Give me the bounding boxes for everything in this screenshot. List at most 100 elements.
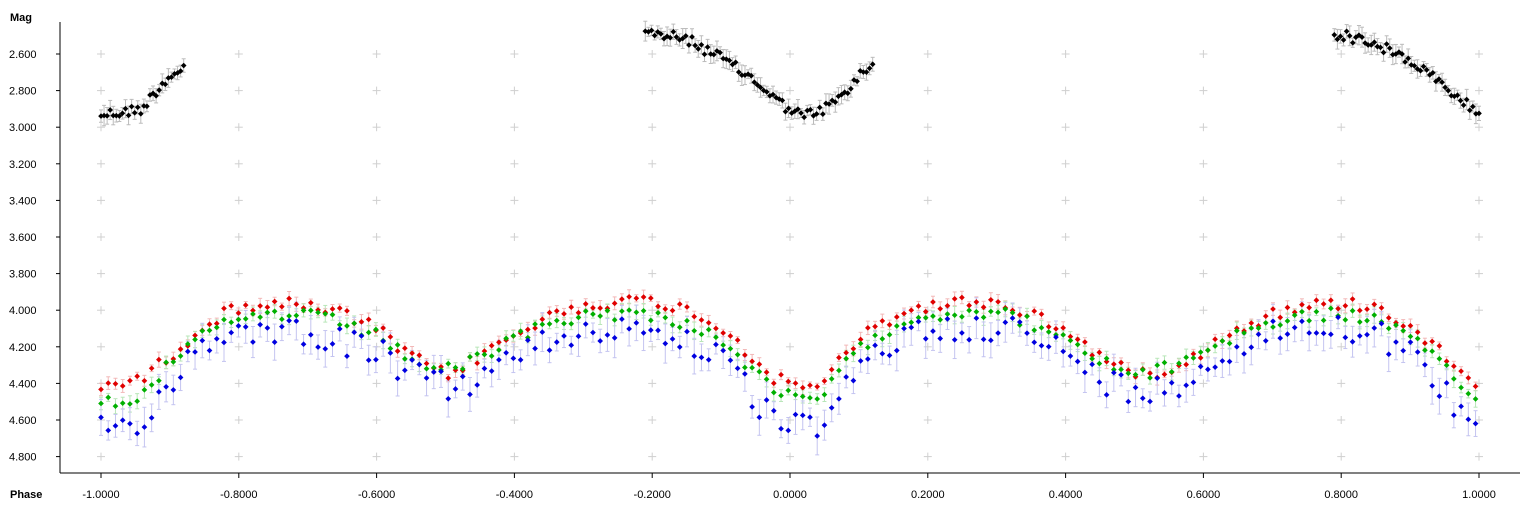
- data-point-blue: [669, 336, 676, 342]
- data-point-red: [213, 320, 220, 327]
- data-point-blue: [134, 430, 141, 437]
- data-point-black: [1399, 51, 1405, 57]
- data-point-green: [1306, 317, 1312, 324]
- data-point-red: [742, 352, 748, 358]
- data-point-green: [937, 316, 944, 323]
- data-point-blue: [1277, 335, 1284, 341]
- data-point-blue: [1393, 339, 1399, 345]
- data-point-green: [394, 342, 401, 348]
- data-point-black: [848, 85, 854, 92]
- data-point-green: [235, 316, 242, 323]
- data-point-green: [1328, 305, 1334, 312]
- data-point-green: [749, 364, 755, 371]
- data-point-black: [1377, 44, 1384, 51]
- data-point-blue: [1291, 324, 1298, 331]
- data-point-green: [329, 311, 336, 318]
- data-point-blue: [1342, 334, 1349, 341]
- data-point-black: [648, 27, 655, 34]
- data-point-blue: [315, 344, 321, 350]
- data-point-blue: [647, 327, 654, 333]
- y-tick-label: 3.600: [9, 232, 37, 244]
- data-point-green: [857, 340, 864, 347]
- data-point-green: [257, 314, 263, 320]
- data-point-blue: [1154, 375, 1161, 382]
- data-point-green: [184, 341, 191, 347]
- data-point-green: [127, 401, 133, 407]
- data-point-green: [1364, 317, 1370, 324]
- data-point-red: [307, 299, 314, 306]
- data-point-red: [1349, 296, 1356, 302]
- data-point-green: [1342, 316, 1349, 323]
- data-point-red: [1422, 340, 1428, 346]
- data-point-blue: [1176, 393, 1182, 399]
- data-point-black: [122, 105, 129, 112]
- data-point-red: [915, 303, 922, 309]
- data-point-green: [344, 323, 350, 329]
- data-point-red: [684, 304, 690, 310]
- data-point-blue: [1443, 380, 1450, 386]
- data-point-green: [575, 314, 582, 321]
- x-tick-label: -0.4000: [496, 489, 533, 501]
- y-tick-label: 4.400: [9, 378, 37, 390]
- data-point-black: [863, 69, 870, 75]
- data-point-blue: [344, 353, 350, 360]
- data-point-black: [1334, 36, 1341, 43]
- data-point-red: [713, 325, 719, 332]
- data-point-green: [647, 317, 654, 324]
- data-point-blue: [553, 339, 560, 345]
- data-point-red: [1306, 304, 1312, 311]
- data-point-red: [228, 302, 235, 309]
- data-point-black: [1337, 33, 1344, 40]
- data-point-blue: [640, 330, 647, 336]
- data-point-red: [1299, 301, 1305, 308]
- data-point-red: [575, 309, 582, 316]
- data-point-green: [445, 360, 452, 367]
- data-point-blue: [351, 329, 358, 336]
- data-point-black: [177, 68, 184, 74]
- data-point-red: [1190, 351, 1197, 357]
- data-point-blue: [1096, 379, 1103, 386]
- data-point-blue: [821, 422, 828, 428]
- data-point-blue: [286, 317, 292, 324]
- data-point-red: [1248, 320, 1255, 326]
- data-point-blue: [633, 320, 640, 326]
- data-point-red: [1335, 305, 1341, 312]
- data-point-black: [1411, 62, 1418, 69]
- data-point-black: [785, 105, 792, 112]
- data-point-blue: [1111, 369, 1117, 376]
- data-point-red: [409, 350, 415, 357]
- data-point-red: [879, 318, 886, 324]
- data-point-blue: [257, 321, 263, 328]
- data-point-black: [131, 109, 138, 116]
- data-point-red: [951, 295, 958, 302]
- data-point-red: [814, 383, 821, 390]
- data-point-green: [315, 309, 321, 316]
- data-point-black: [1420, 63, 1427, 70]
- data-point-blue: [973, 315, 980, 322]
- data-point-blue: [474, 382, 481, 388]
- data-point-green: [973, 308, 980, 315]
- data-point-red: [995, 298, 1001, 305]
- data-point-blue: [619, 316, 625, 322]
- data-point-green: [105, 394, 112, 401]
- data-point-red: [828, 366, 835, 373]
- data-point-black: [844, 90, 851, 97]
- data-point-green: [307, 307, 314, 314]
- x-tick-label: -0.2000: [634, 489, 671, 501]
- data-point-blue: [416, 361, 423, 368]
- data-point-blue: [850, 377, 857, 384]
- data-point-red: [792, 380, 799, 387]
- data-point-red: [416, 352, 423, 359]
- data-point-green: [1458, 384, 1464, 391]
- data-point-red: [539, 316, 546, 323]
- data-point-green: [271, 308, 278, 315]
- y-tick-label: 2.600: [9, 49, 37, 61]
- data-point-red: [647, 295, 654, 301]
- data-point-red: [1262, 313, 1269, 319]
- data-point-red: [177, 346, 184, 352]
- data-point-red: [156, 356, 162, 363]
- data-point-blue: [105, 427, 112, 434]
- data-point-blue: [481, 365, 488, 372]
- data-point-green: [1045, 329, 1052, 335]
- y-tick-label: 4.200: [9, 342, 37, 354]
